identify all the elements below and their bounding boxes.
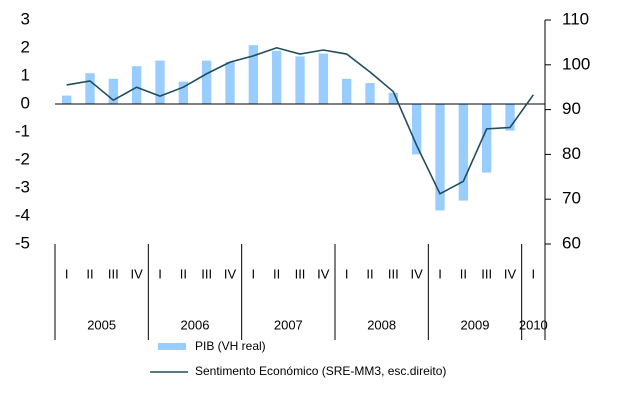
x-tick-label: III bbox=[388, 266, 399, 281]
y2-tick-label: 60 bbox=[562, 233, 581, 252]
x-tick-label: IV bbox=[224, 266, 237, 281]
y-tick-label: -5 bbox=[15, 233, 30, 252]
y-tick-label: 3 bbox=[21, 9, 30, 28]
x-tick-label: I bbox=[158, 266, 162, 281]
x-group-label: 2010 bbox=[519, 317, 548, 332]
x-tick-label: I bbox=[532, 266, 536, 281]
x-tick-label: II bbox=[180, 266, 187, 281]
bar bbox=[108, 78, 118, 104]
y2-tick-label: 100 bbox=[562, 54, 590, 73]
x-tick-label: III bbox=[295, 266, 306, 281]
x-tick-label: I bbox=[65, 266, 69, 281]
bar bbox=[412, 104, 422, 155]
x-tick-label: III bbox=[481, 266, 492, 281]
x-tick-label: IV bbox=[317, 266, 330, 281]
y-tick-label: -2 bbox=[15, 149, 30, 168]
bar bbox=[272, 50, 282, 104]
bar bbox=[482, 104, 492, 173]
y-tick-label: 0 bbox=[21, 93, 30, 112]
x-group-label: 2005 bbox=[87, 317, 116, 332]
y-tick-label: -3 bbox=[15, 177, 30, 196]
x-group-label: 2009 bbox=[461, 317, 490, 332]
x-tick-label: II bbox=[86, 266, 93, 281]
x-tick-label: III bbox=[201, 266, 212, 281]
bar bbox=[342, 78, 352, 104]
bar bbox=[295, 56, 305, 104]
x-tick-label: I bbox=[438, 266, 442, 281]
bar bbox=[458, 104, 468, 201]
bar bbox=[202, 60, 212, 104]
bar bbox=[85, 73, 95, 104]
x-group-label: 2008 bbox=[367, 317, 396, 332]
y2-tick-label: 70 bbox=[562, 189, 581, 208]
x-tick-label: IV bbox=[504, 266, 517, 281]
bar bbox=[388, 92, 398, 104]
bar bbox=[365, 83, 375, 104]
bar bbox=[318, 53, 328, 104]
bar bbox=[435, 104, 445, 211]
x-group-label: 2006 bbox=[181, 317, 210, 332]
x-tick-label: IV bbox=[411, 266, 424, 281]
y-tick-label: -4 bbox=[15, 205, 30, 224]
y-tick-label: 2 bbox=[21, 37, 30, 56]
legend-label: PIB (VH real) bbox=[195, 339, 266, 353]
x-tick-label: I bbox=[252, 266, 256, 281]
legend-swatch bbox=[158, 343, 186, 350]
bar bbox=[505, 104, 515, 131]
bar bbox=[155, 60, 165, 104]
bar bbox=[132, 66, 142, 104]
x-group-label: 2007 bbox=[274, 317, 303, 332]
y-tick-label: -1 bbox=[15, 121, 30, 140]
y2-tick-label: 90 bbox=[562, 99, 581, 118]
bar bbox=[62, 95, 72, 104]
x-tick-label: IV bbox=[131, 266, 144, 281]
x-tick-label: III bbox=[108, 266, 119, 281]
bar bbox=[178, 81, 188, 104]
x-tick-label: II bbox=[273, 266, 280, 281]
y2-tick-label: 110 bbox=[562, 9, 589, 28]
legend-label: Sentimento Económico (SRE-MM3, esc.direi… bbox=[195, 364, 446, 378]
line bbox=[66, 46, 534, 195]
x-tick-label: II bbox=[460, 266, 467, 281]
x-tick-label: I bbox=[345, 266, 349, 281]
bar bbox=[225, 62, 235, 104]
bar bbox=[248, 45, 258, 104]
x-tick-label: II bbox=[366, 266, 373, 281]
y2-tick-label: 80 bbox=[562, 144, 581, 163]
y-tick-label: 1 bbox=[21, 65, 30, 84]
